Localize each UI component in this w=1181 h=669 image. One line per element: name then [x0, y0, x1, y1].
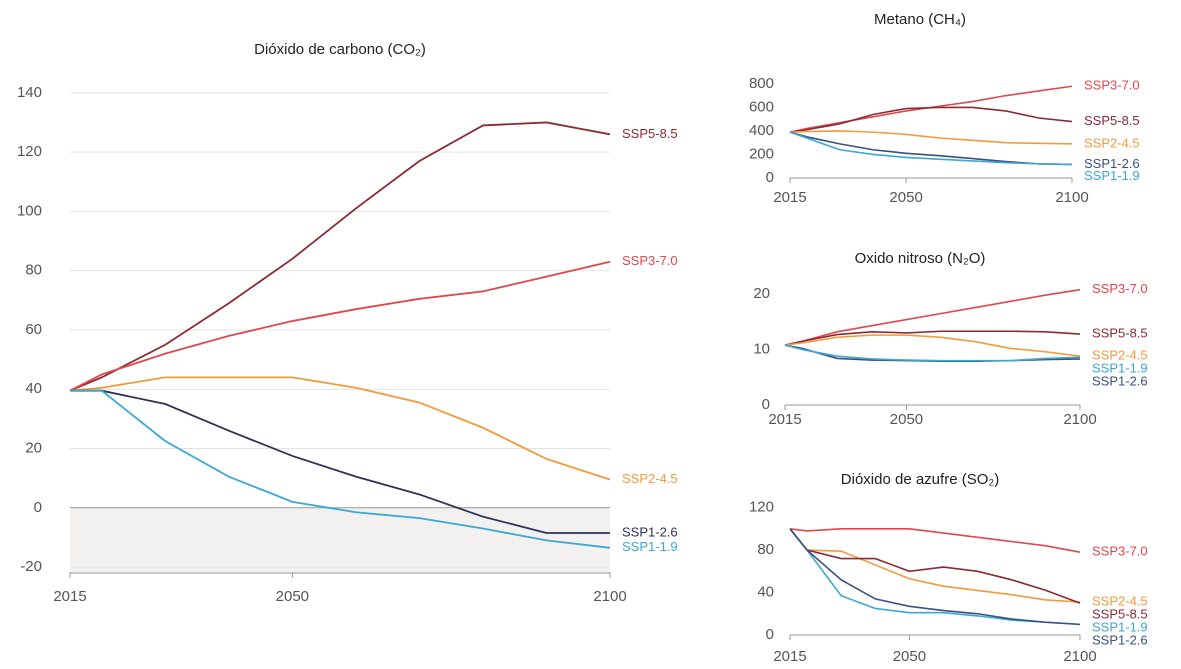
series-line — [69, 260, 611, 392]
series-line — [784, 288, 1081, 346]
x-tick-label: 2050 — [893, 648, 926, 665]
series-line — [70, 389, 611, 549]
y-tick-label: 0 — [34, 499, 42, 516]
y-tick-label: 0 — [766, 626, 774, 643]
x-tick-label: 2015 — [53, 588, 86, 605]
x-tick-label: 2100 — [1055, 189, 1088, 206]
x-tick-label: 2100 — [1063, 648, 1096, 665]
y-tick-label: -20 — [20, 558, 42, 575]
y-tick-label: 0 — [762, 396, 770, 413]
negative-area — [70, 507, 610, 573]
y-tick-label: 400 — [749, 122, 774, 139]
x-tick-label: 2015 — [773, 648, 806, 665]
y-tick-label: 200 — [749, 145, 774, 162]
y-tick-label: 20 — [25, 439, 42, 456]
series-label: SSP1-2.6 — [622, 524, 678, 539]
series-line — [789, 528, 1081, 604]
series-label: SSP1-1.9 — [622, 539, 678, 554]
series-label: SSP1-1.9 — [1092, 620, 1148, 635]
series-line — [784, 334, 1081, 357]
y-tick-label: 40 — [757, 584, 774, 601]
series-line — [789, 528, 1081, 626]
y-tick-label: 120 — [17, 143, 42, 160]
series-line — [69, 376, 611, 481]
series-label: SSP3-7.0 — [622, 253, 678, 268]
series-line — [789, 528, 1081, 553]
x-tick-label: 2050 — [889, 189, 922, 206]
y-tick-label: 10 — [753, 341, 770, 358]
x-tick-label: 2050 — [276, 588, 309, 605]
series-label: SSP3-7.0 — [1092, 544, 1148, 559]
series-label: SSP5-8.5 — [622, 126, 678, 141]
y-tick-label: 0 — [766, 169, 774, 186]
x-tick-label: 2100 — [1063, 411, 1096, 428]
series-label: SSP1-1.9 — [1092, 361, 1148, 376]
y-tick-label: 40 — [25, 380, 42, 397]
series-label: SSP1-2.6 — [1092, 374, 1148, 389]
series-line — [70, 389, 610, 534]
y-tick-label: 800 — [749, 75, 774, 92]
series-label: SSP2-4.5 — [1092, 594, 1148, 609]
series-label: SSP1-1.9 — [1084, 168, 1140, 183]
chart-title: Dióxido de carbono (CO₂) — [254, 41, 426, 58]
y-tick-label: 600 — [749, 98, 774, 115]
chart-title: Metano (CH₄) — [874, 11, 966, 28]
series-label: SSP5-8.5 — [1084, 113, 1140, 128]
series-label: SSP5-8.5 — [1092, 607, 1148, 622]
series-line — [789, 528, 1081, 603]
y-tick-label: 60 — [25, 321, 42, 338]
series-label: SSP2-4.5 — [622, 471, 678, 486]
series-line — [789, 106, 1073, 133]
series-label: SSP2-4.5 — [1092, 348, 1148, 363]
x-tick-label: 2050 — [890, 411, 923, 428]
x-tick-label: 2015 — [768, 411, 801, 428]
series-line — [69, 121, 611, 392]
series-line — [789, 131, 1073, 166]
x-tick-label: 2015 — [773, 189, 806, 206]
series-label: SSP2-4.5 — [1084, 135, 1140, 150]
series-label: SSP1-2.6 — [1092, 633, 1148, 648]
series-label: SSP1-2.6 — [1084, 156, 1140, 171]
x-tick-label: 2100 — [593, 588, 626, 605]
series-line — [789, 130, 1073, 145]
y-tick-label: 140 — [17, 84, 42, 101]
y-tick-label: 120 — [749, 499, 774, 516]
series-label: SSP3-7.0 — [1092, 281, 1148, 296]
series-label: SSP3-7.0 — [1084, 78, 1140, 93]
chart-title: Dióxido de azufre (SO₂) — [841, 471, 999, 488]
chart-title: Oxido nitroso (N₂O) — [855, 250, 986, 267]
series-label: SSP5-8.5 — [1092, 325, 1148, 340]
series-line — [784, 330, 1081, 346]
y-tick-label: 80 — [757, 541, 774, 558]
series-line — [784, 344, 1081, 362]
y-tick-label: 20 — [753, 285, 770, 302]
y-tick-label: 80 — [25, 262, 42, 279]
y-tick-label: 100 — [17, 202, 42, 219]
